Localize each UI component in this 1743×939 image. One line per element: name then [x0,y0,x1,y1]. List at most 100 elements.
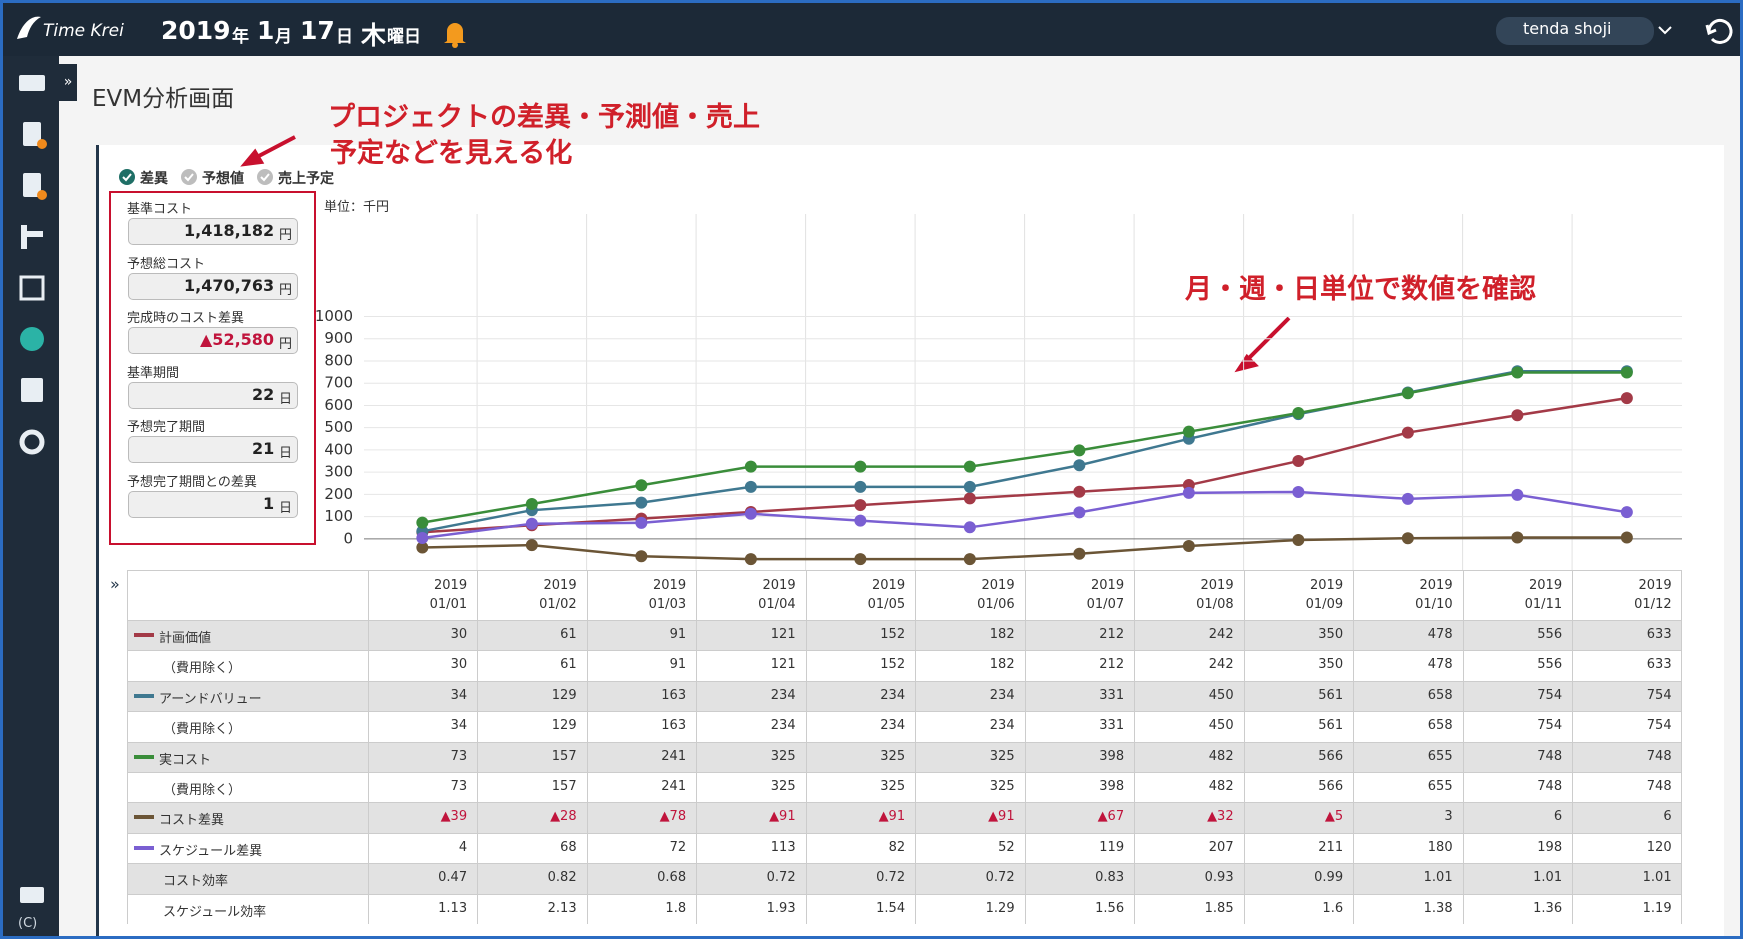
table-cell: 325 [880,748,906,764]
table-cell: 566 [1318,779,1344,794]
table-cell: 212 [1099,627,1125,642]
nav-icon[interactable] [21,378,43,402]
date-part: 1 [257,16,275,45]
data-point [854,553,867,566]
column-year: 2019 [1091,578,1125,593]
data-point [744,507,757,520]
data-point [1511,409,1524,422]
data-point [1073,547,1086,560]
table-cell: 478 [1427,627,1453,642]
table-cell: ▲91 [769,809,796,825]
toggle-label[interactable]: 差異 [140,171,168,187]
table-cell: 152 [880,657,906,673]
nav-icon[interactable] [19,275,45,301]
data-point [1073,459,1086,472]
table-row [128,680,1681,712]
table-cell: 241 [661,779,687,794]
data-point [416,516,429,529]
data-point [1620,531,1633,544]
metric-field [128,490,298,518]
table-row [128,893,1681,924]
date-part: 木 [361,21,387,50]
column-date: 01/10 [1415,597,1453,612]
annotation: プロジェクトの差異・予測値・売上 [328,102,760,133]
table-cell: 0.82 [547,870,577,886]
table-cell: 180 [1427,839,1453,855]
column-year: 2019 [1419,578,1453,593]
row-label: 実コスト [159,752,212,768]
header-bar [3,3,1740,56]
row-label: スケジュール効率 [163,904,267,920]
sidebar-icons [19,75,47,903]
table-cell: 73 [450,748,468,764]
table-cell: 331 [1099,687,1125,703]
manual-icon[interactable] [20,887,44,903]
metric-value: 21 [252,439,275,458]
table-cell: 0.93 [1204,870,1234,886]
column-date: 01/02 [539,597,577,612]
data-point [744,460,757,473]
column-year: 2019 [1310,578,1344,593]
data-point [963,480,976,493]
table-cell: 129 [551,687,577,703]
metric-unit: 日 [279,391,293,407]
metric-unit: 円 [279,228,293,243]
data-point [635,479,648,492]
nav-icon[interactable] [19,429,45,455]
nav-icon[interactable] [23,122,41,146]
column-divider [586,570,588,924]
metric-value: 1 [263,493,275,513]
table-cell: 120 [1646,839,1672,855]
column-year: 2019 [1638,578,1672,593]
toggle-label[interactable]: 予想値 [202,171,244,187]
data-point [744,553,757,566]
series-line [422,536,1627,561]
nav-icon[interactable] [23,173,41,197]
data-point [854,480,867,493]
data-point [525,517,538,530]
series-line [422,396,1628,534]
table-row [128,772,1681,803]
y-tick-label: 300 [324,463,353,481]
data-point [525,497,538,510]
data-point [1073,485,1086,498]
refresh-icon[interactable] [1705,18,1733,44]
metric-value: ▲52,580 [200,330,275,349]
table-cell: 211 [1318,839,1344,855]
column-date: 01/07 [1086,597,1125,612]
row-label: コスト差異 [159,813,225,829]
table-cell: 121 [770,657,796,673]
table-cell: 1.36 [1533,900,1563,916]
bell-icon [444,23,466,48]
nav-icon-active[interactable] [20,327,44,351]
table-cell: 1.54 [876,900,906,916]
sidebar-footer: (C) [18,916,38,931]
column-divider [696,570,698,924]
dropdown-caret [1658,26,1672,35]
data-point [1292,533,1305,546]
row-label: （費用除く） [163,661,242,677]
unit-note: 単位：千円 [324,200,390,215]
table-row [128,711,1681,742]
table-cell: 0.83 [1095,870,1125,886]
table-cell: 72 [669,839,687,855]
user-name[interactable]: tenda shoji [1523,19,1612,38]
toggle-label[interactable]: 売上予定 [278,171,334,187]
expand-tab[interactable] [59,64,77,101]
collapse-icon[interactable]: » [110,575,120,594]
nav-icon[interactable] [21,225,27,249]
row-swatch [134,815,154,820]
nav-icon[interactable] [27,231,43,237]
row-swatch [134,754,154,759]
table-row [128,741,1681,772]
table-cell: 0.72 [876,870,906,886]
y-tick-label: 900 [324,329,353,347]
series-line [422,490,1628,540]
table-cell: 234 [880,718,906,734]
annotation: 予定などを見える化 [330,138,573,169]
data-point [1401,532,1414,545]
nav-icon[interactable] [19,75,45,91]
table-cell: 152 [880,627,906,642]
user-select[interactable] [1496,17,1654,45]
data-point [416,541,429,554]
